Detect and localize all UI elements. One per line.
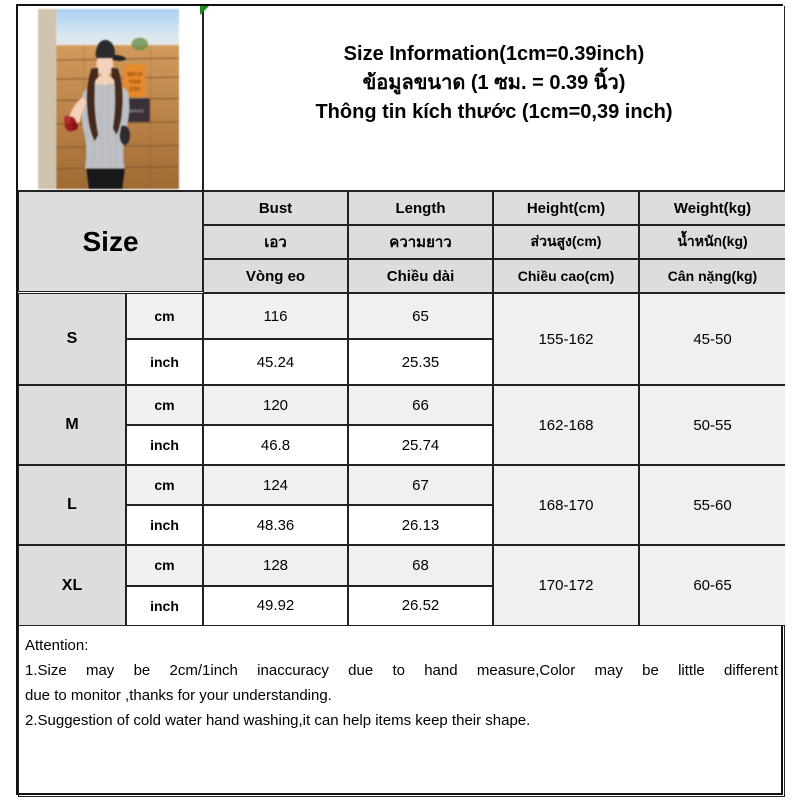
svg-text:SERVICE: SERVICE	[129, 108, 144, 112]
svg-text:WATCH: WATCH	[127, 71, 142, 78]
svg-text:STEP: STEP	[129, 86, 140, 93]
svg-text:YOUR: YOUR	[129, 79, 141, 86]
